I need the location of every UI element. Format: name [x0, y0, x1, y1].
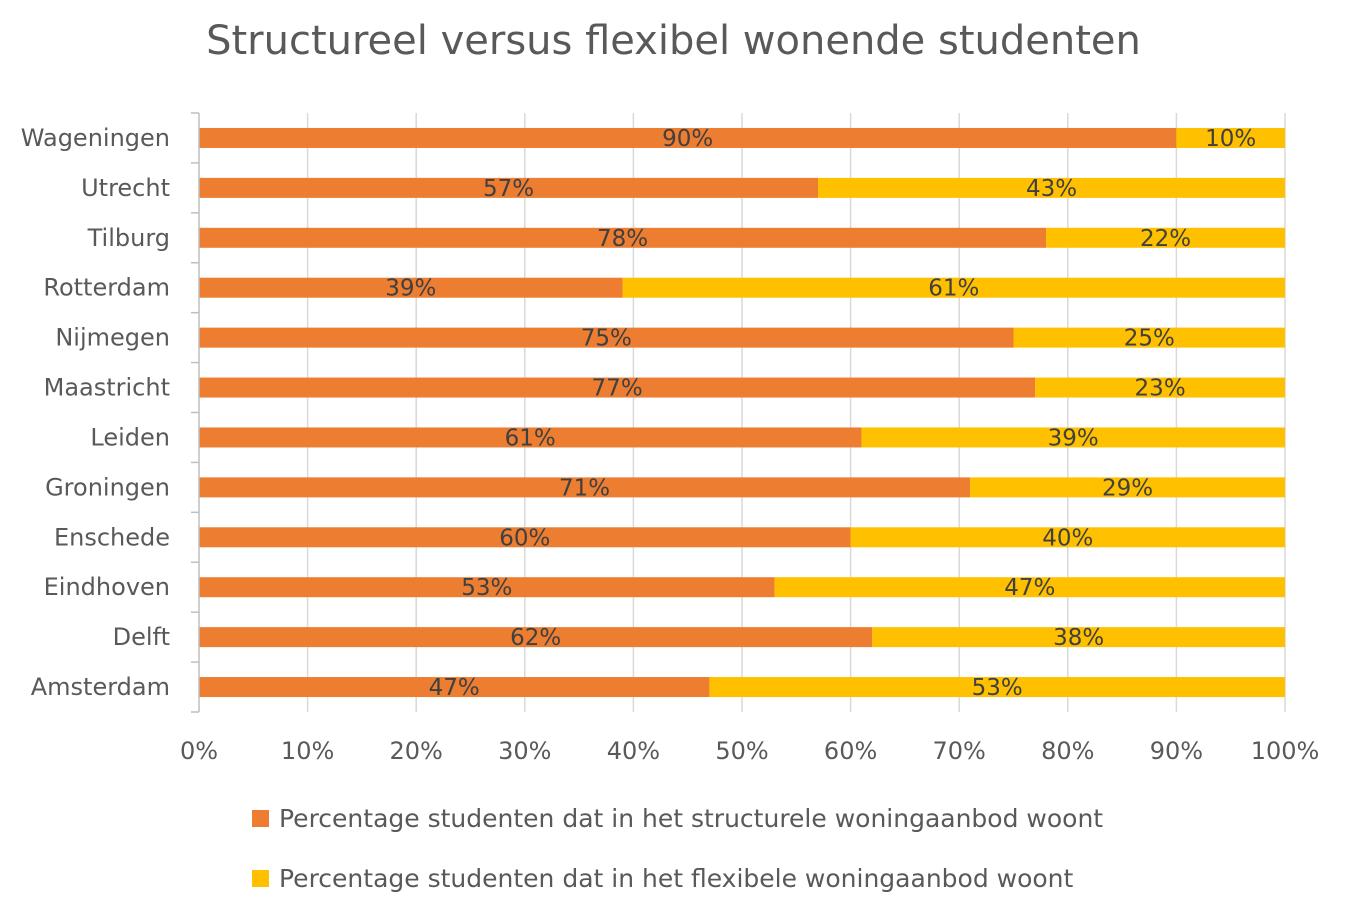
data-label: 90%	[662, 126, 713, 152]
data-label: 62%	[510, 625, 561, 651]
x-tick-label: 70%	[933, 737, 986, 765]
x-tick-label: 40%	[607, 737, 660, 765]
x-tick-label: 80%	[1041, 737, 1094, 765]
legend-swatch-structural	[252, 810, 269, 827]
x-tick-label: 90%	[1150, 737, 1203, 765]
category-label: Amsterdam	[31, 673, 170, 701]
data-label: 47%	[429, 675, 480, 701]
category-label: Nijmegen	[55, 324, 170, 352]
bar-flexible	[850, 527, 1285, 548]
bar-flexible	[970, 477, 1285, 498]
data-label: 61%	[928, 276, 979, 302]
data-label: 43%	[1026, 176, 1077, 202]
bar-flexible	[861, 427, 1285, 448]
data-label: 47%	[1004, 575, 1055, 601]
bar-flexible	[622, 277, 1285, 298]
bar-structural	[199, 527, 851, 548]
category-label: Tilburg	[87, 224, 170, 252]
category-label: Enschede	[54, 523, 170, 551]
bar-structural	[199, 227, 1047, 248]
bar-structural	[199, 127, 1177, 148]
bar-structural	[199, 427, 862, 448]
bars	[199, 127, 1285, 698]
category-label: Rotterdam	[43, 274, 170, 302]
bar-structural	[199, 677, 710, 698]
legend-label-structural: Percentage studenten dat in het structur…	[279, 804, 1104, 833]
data-label: 60%	[499, 525, 550, 551]
bar-flexible	[1035, 377, 1285, 398]
bar-structural	[199, 377, 1036, 398]
category-label: Leiden	[90, 423, 170, 451]
category-label: Eindhoven	[44, 573, 170, 601]
bar-structural	[199, 627, 873, 648]
data-label: 38%	[1053, 625, 1104, 651]
data-labels: 90% 10% 57% 43% 78% 22% 39% 61% 75% 25% 77% 23% 61% 3…	[385, 126, 1256, 701]
data-label: 53%	[972, 675, 1023, 701]
category-label: Maastricht	[44, 374, 170, 402]
data-label: 57%	[483, 176, 534, 202]
bar-flexible	[1046, 227, 1285, 248]
data-label: 77%	[592, 376, 643, 402]
bar-structural	[199, 327, 1014, 348]
x-tick-label: 60%	[824, 737, 877, 765]
data-label: 75%	[581, 326, 632, 352]
bar-flexible	[872, 627, 1285, 648]
data-label: 29%	[1102, 475, 1153, 501]
data-label: 23%	[1135, 376, 1186, 402]
category-label: Utrecht	[81, 174, 170, 202]
data-label: 78%	[597, 226, 648, 252]
x-tick-label: 20%	[390, 737, 443, 765]
x-tick-label: 10%	[281, 737, 334, 765]
bar-flexible	[774, 577, 1285, 598]
legend-swatch-flexible	[252, 870, 269, 887]
x-tick-label: 100%	[1251, 737, 1320, 765]
legend-label-flexible: Percentage studenten dat in het flexibel…	[279, 864, 1074, 893]
bar-structural	[199, 477, 971, 498]
category-label: Groningen	[45, 473, 170, 501]
gridlines	[306, 113, 1286, 712]
category-label: Wageningen	[21, 124, 170, 152]
bar-flexible	[1013, 327, 1285, 348]
data-label: 40%	[1042, 525, 1093, 551]
bar-flexible	[709, 677, 1285, 698]
category-label: Delft	[113, 623, 170, 651]
x-tick-label: 50%	[715, 737, 768, 765]
bar-structural	[199, 577, 775, 598]
data-label: 53%	[461, 575, 512, 601]
bar-structural	[199, 177, 819, 198]
x-tick-label: 0%	[180, 737, 218, 765]
legend-item-structural: Percentage studenten dat in het structur…	[252, 804, 1103, 833]
data-label: 39%	[1048, 425, 1099, 451]
data-label: 10%	[1205, 126, 1256, 152]
data-label: 39%	[385, 276, 436, 302]
bar-structural	[199, 277, 623, 298]
data-label: 22%	[1140, 226, 1191, 252]
chart-title: Structureel versus flexibel wonende stud…	[206, 18, 1141, 64]
data-label: 61%	[505, 425, 556, 451]
bar-flexible	[818, 177, 1285, 198]
legend-item-flexible: Percentage studenten dat in het flexibel…	[252, 864, 1073, 893]
bar-flexible	[1176, 127, 1285, 148]
axes: 0% 10% 20% 30% 40% 50% 60% 70% 80% 90% 100% Wagenin…	[21, 112, 1320, 765]
x-tick-label: 30%	[498, 737, 551, 765]
data-label: 71%	[559, 475, 610, 501]
data-label: 25%	[1124, 326, 1175, 352]
